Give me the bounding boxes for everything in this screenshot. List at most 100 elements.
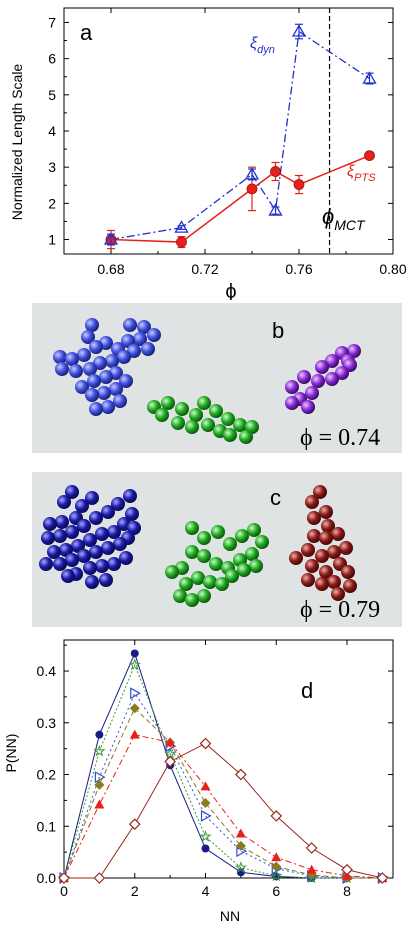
sphere	[99, 370, 113, 384]
sphere	[47, 545, 61, 559]
dyn-point	[362, 71, 377, 84]
sphere	[197, 396, 211, 410]
sphere	[101, 400, 115, 414]
sphere	[57, 495, 71, 509]
sphere	[311, 374, 325, 388]
x-tick-label: 6	[272, 883, 280, 899]
sphere	[53, 350, 67, 364]
sphere	[255, 535, 269, 549]
cluster-maroon	[289, 485, 357, 601]
sphere	[99, 573, 113, 587]
panel-letter-a: a	[80, 20, 93, 45]
sphere	[161, 396, 175, 410]
sphere	[123, 489, 137, 503]
pts-point	[293, 179, 305, 190]
pnn-point	[93, 744, 106, 757]
sphere	[305, 495, 319, 509]
pts-point	[176, 236, 187, 248]
sphere	[249, 559, 263, 573]
sphere	[327, 545, 341, 559]
sphere	[185, 545, 199, 559]
sphere	[321, 519, 335, 533]
sphere	[297, 370, 311, 384]
sphere	[237, 563, 251, 577]
y-tick-label: 0.3	[37, 715, 57, 731]
pnn-point	[376, 872, 389, 884]
x-axis-label-d: NN	[220, 908, 240, 924]
y-axis-label-d: P(NN)	[3, 734, 19, 773]
sphere	[85, 491, 99, 505]
pnn-point	[94, 771, 106, 784]
sphere	[327, 575, 341, 589]
pnn-point	[95, 730, 104, 739]
sphere	[223, 428, 237, 442]
sphere	[95, 559, 109, 573]
sphere	[209, 557, 223, 571]
panel-b-clusters: b ϕ = 0.74	[32, 303, 402, 453]
pnn-point	[235, 828, 246, 838]
sphere	[41, 531, 55, 545]
sphere	[43, 517, 57, 531]
pts-point	[246, 183, 258, 195]
sphere	[185, 420, 199, 434]
sphere	[125, 507, 139, 521]
pnn-point	[93, 872, 106, 884]
phi-label-c: ϕ = 0.79	[300, 597, 380, 623]
sphere	[107, 525, 121, 539]
sphere	[77, 348, 91, 362]
pnn-point	[94, 799, 105, 809]
sphere	[325, 372, 339, 386]
x-tick-label: 8	[343, 883, 351, 899]
y-tick-label: 5	[48, 87, 56, 103]
pnn-series-line	[63, 652, 383, 879]
panel-a-chart: Normalized Length Scale ϕ a ξdyn ξPTS ϕM…	[9, 7, 407, 300]
y-tick-label: 1	[48, 232, 56, 248]
sphere	[133, 332, 147, 346]
sphere	[247, 523, 261, 537]
sphere	[77, 549, 91, 563]
pnn-point	[201, 844, 210, 853]
dyn-point	[291, 24, 307, 37]
sphere	[101, 505, 115, 519]
y-tick-label: 0.0	[37, 870, 57, 886]
pnn-point	[129, 729, 140, 739]
pts-point	[270, 166, 281, 177]
sphere	[101, 541, 115, 555]
sphere	[107, 557, 121, 571]
sphere	[319, 531, 333, 545]
sphere	[137, 320, 151, 334]
panel-letter-d: d	[301, 678, 313, 703]
sphere	[315, 360, 329, 374]
y-tick-label: 0.2	[37, 767, 57, 783]
sphere	[307, 511, 321, 525]
sphere	[245, 547, 259, 561]
sphere	[119, 551, 133, 565]
svg-text:ξdyn: ξdyn	[250, 35, 275, 56]
pnn-point	[271, 852, 282, 862]
cluster-green	[147, 396, 259, 444]
sphere	[313, 485, 327, 499]
pnn-point	[200, 797, 211, 808]
sphere	[117, 350, 131, 364]
x-tick-label: 0.80	[379, 261, 406, 277]
x-tick-label: 2	[131, 883, 139, 899]
sphere	[331, 587, 345, 601]
x-tick-label: 0.76	[285, 261, 312, 277]
pnn-point	[165, 737, 176, 747]
y-axis-label: Normalized Length Scale	[9, 64, 25, 221]
sphere	[75, 380, 89, 394]
sphere	[315, 577, 329, 591]
x-tick-label: 0	[60, 883, 68, 899]
pnn-series-line	[63, 707, 383, 879]
pnn-point	[271, 861, 282, 872]
sphere	[173, 589, 187, 603]
sphere	[89, 545, 103, 559]
xi-dyn-label: ξdyn	[250, 35, 275, 56]
sphere	[113, 537, 127, 551]
sphere	[119, 374, 133, 388]
sphere	[197, 589, 211, 603]
sphere	[189, 408, 203, 422]
pnn-point	[129, 703, 140, 714]
sphere	[85, 388, 99, 402]
sphere	[315, 549, 329, 563]
